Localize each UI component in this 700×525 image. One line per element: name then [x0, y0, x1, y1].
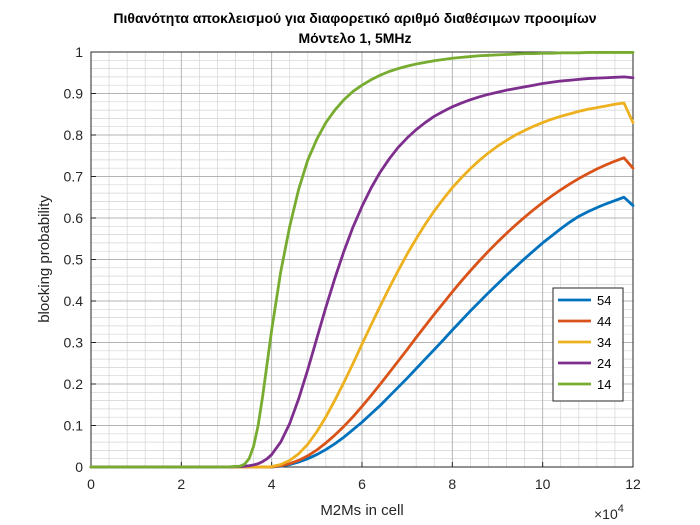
y-tick-label: 0 [75, 459, 83, 475]
y-axis-label: blocking probability [36, 195, 53, 323]
chart-title: Πιθανότητα αποκλεισμού για διαφορετικό α… [113, 10, 596, 26]
x-tick-label: 10 [535, 476, 551, 492]
x-axis-ticks: 0 2 4 6 8 10 12 [87, 462, 641, 492]
x-tick-label: 6 [358, 476, 366, 492]
series-line-24 [89, 75, 635, 469]
x-axis-multiplier-exponent: 4 [618, 503, 624, 515]
x-axis-label: M2Ms in cell [320, 502, 403, 519]
legend-label-24: 24 [597, 356, 611, 371]
y-tick-label: 0.7 [64, 169, 84, 185]
legend-label-44: 44 [597, 314, 611, 329]
x-tick-label: 0 [87, 476, 95, 492]
y-tick-label: 0.4 [64, 293, 84, 309]
x-axis-multiplier-base: ×10 [594, 506, 618, 522]
x-tick-label: 4 [268, 476, 276, 492]
legend-box [552, 287, 624, 402]
x-tick-label: 12 [625, 476, 641, 492]
plot-grid [90, 51, 634, 468]
x-tick-label: 8 [448, 476, 456, 492]
y-tick-label: 0.2 [64, 376, 84, 392]
y-tick-label: 0.5 [64, 252, 84, 268]
y-tick-label: 0.1 [64, 418, 84, 434]
chart-subtitle: Μόντελο 1, 5MHz [298, 30, 411, 46]
series-line-34 [89, 101, 635, 469]
legend: 54 44 34 24 14 [552, 287, 624, 402]
y-axis-ticks: 0 0.1 0.2 0.3 0.4 0.5 0.6 0.7 0.8 0.9 1 [64, 44, 96, 475]
y-tick-label: 0.3 [64, 335, 84, 351]
x-tick-label: 2 [177, 476, 185, 492]
legend-label-34: 34 [597, 335, 611, 350]
legend-label-14: 14 [597, 377, 611, 392]
series-lines [89, 51, 635, 469]
x-axis-multiplier: ×104 [594, 503, 624, 522]
legend-label-54: 54 [597, 293, 611, 308]
series-line-14 [89, 51, 635, 469]
y-tick-label: 0.9 [64, 86, 84, 102]
y-tick-label: 1 [75, 44, 83, 60]
y-tick-label: 0.8 [64, 127, 84, 143]
y-tick-label: 0.6 [64, 210, 84, 226]
